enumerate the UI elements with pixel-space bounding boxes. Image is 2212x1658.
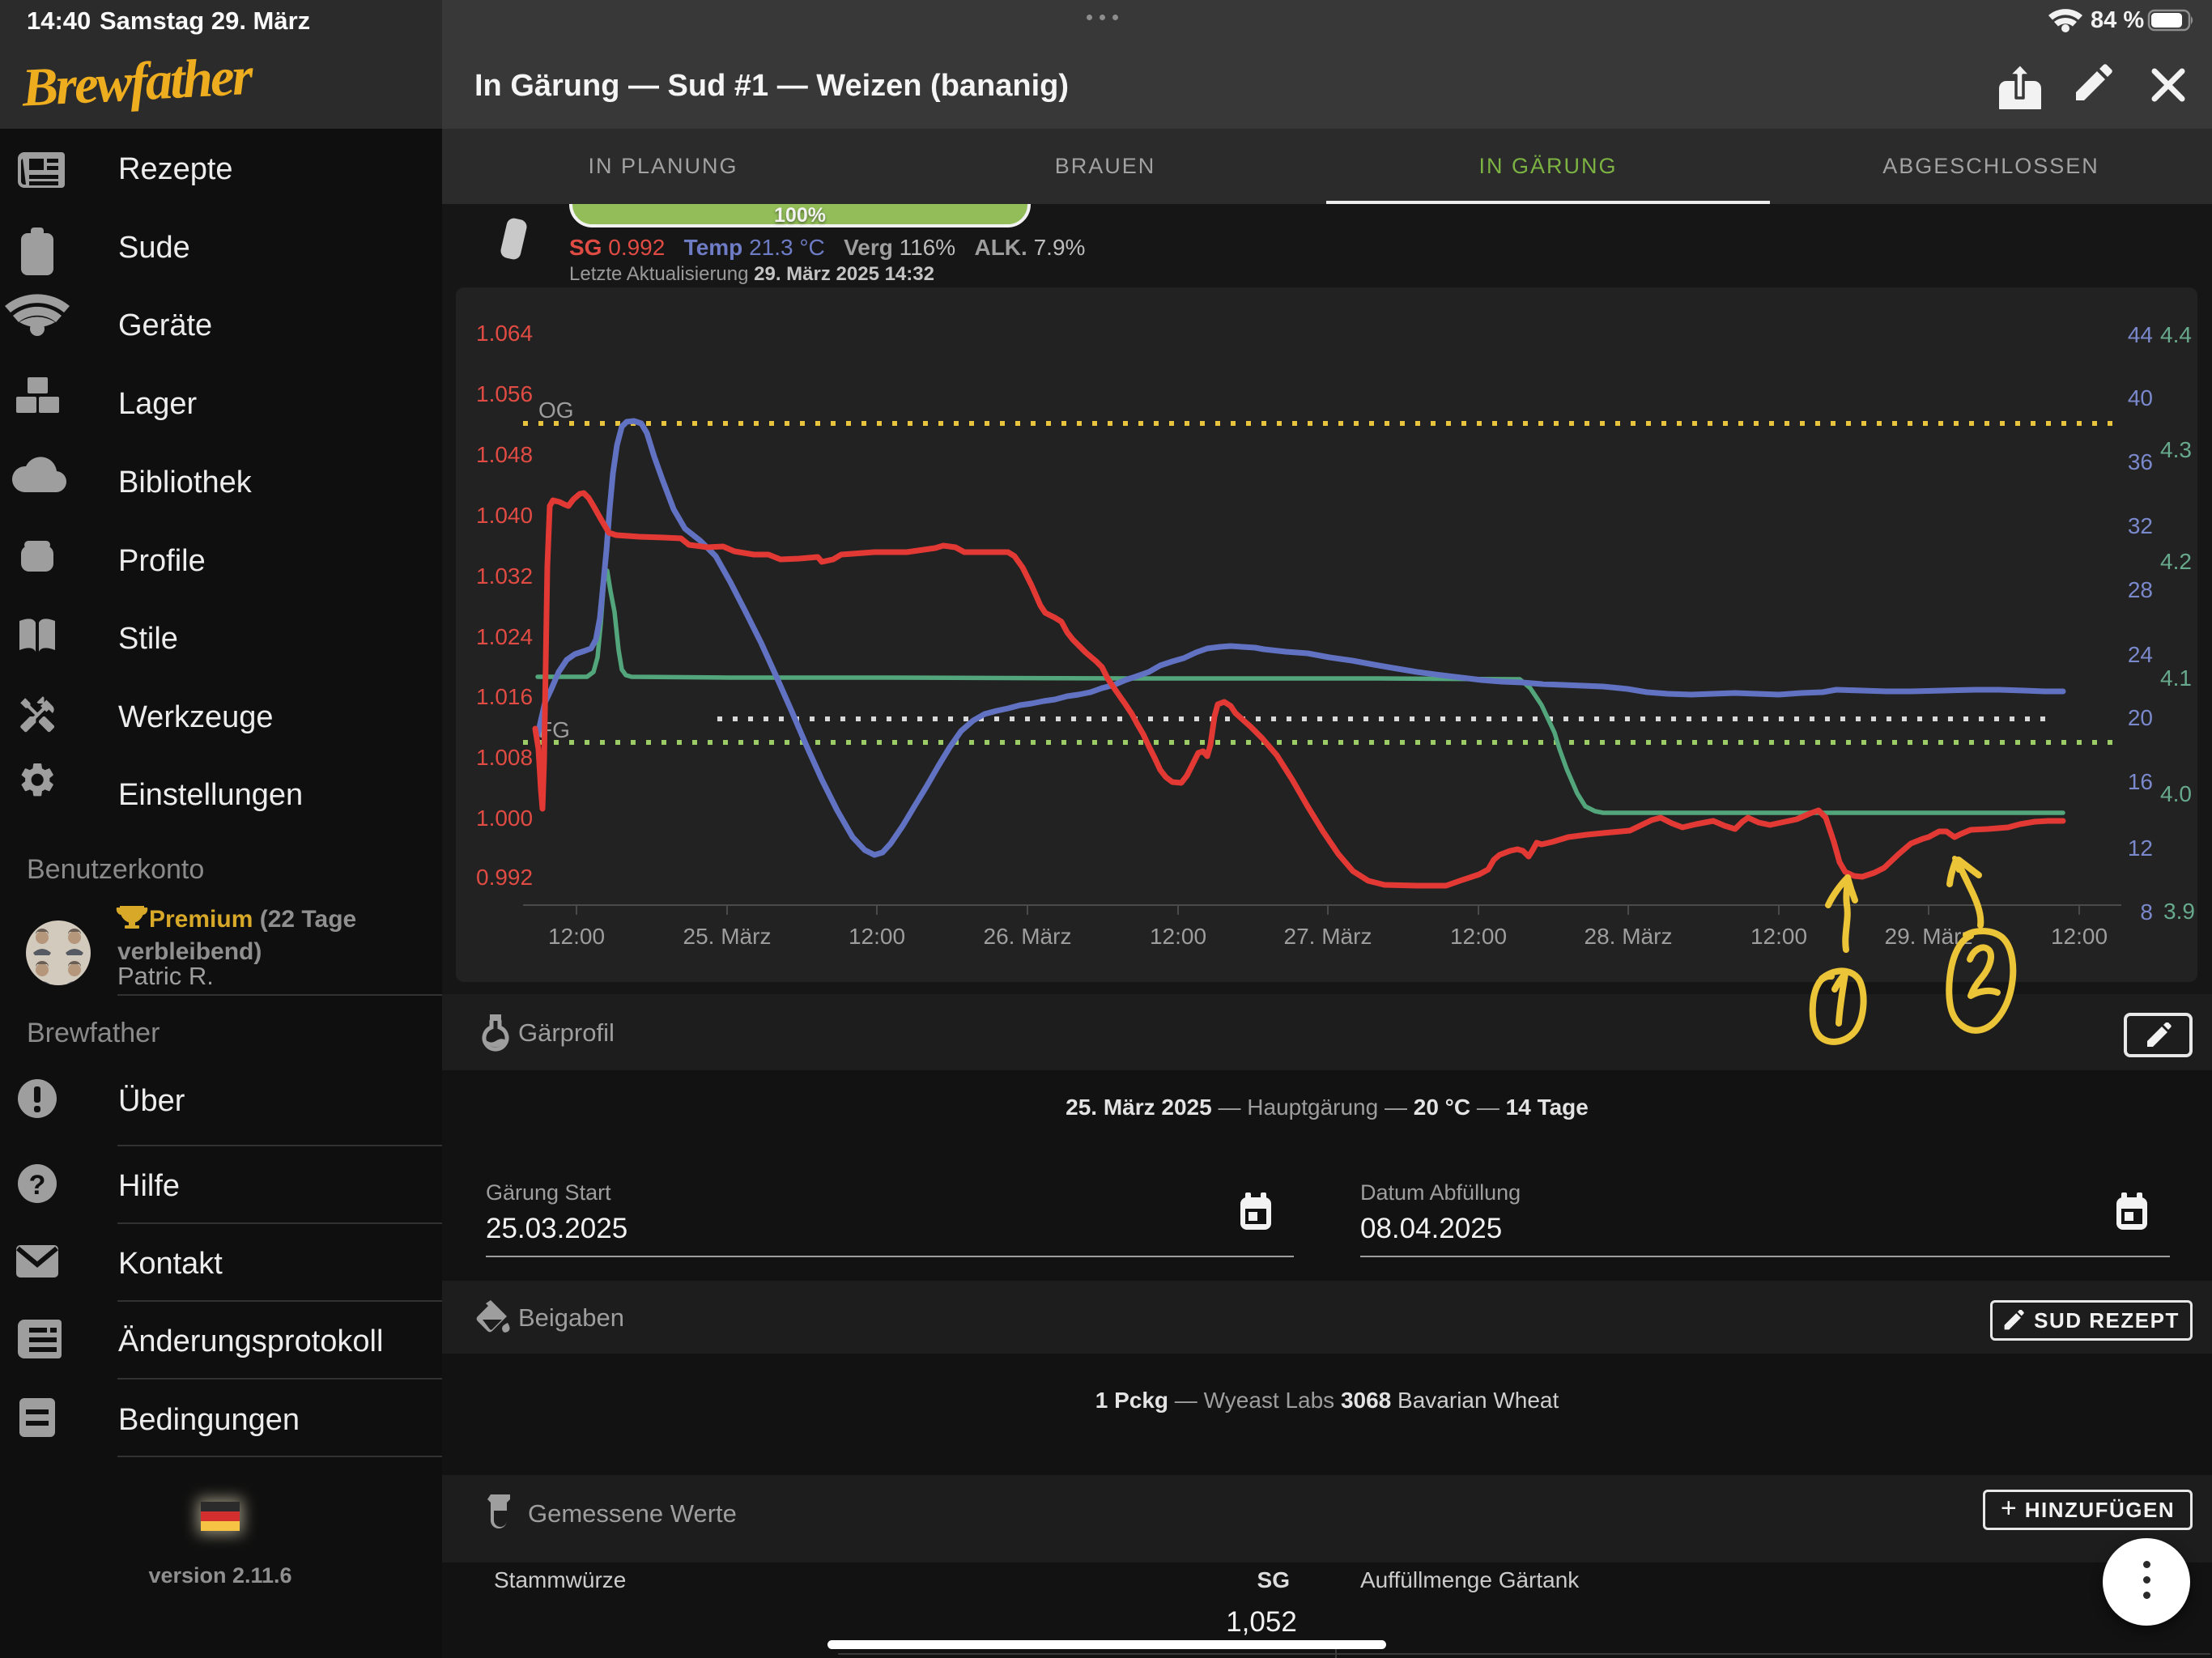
svg-text:40: 40 [2128, 385, 2153, 410]
svg-text:Rezepte: Rezepte [118, 152, 233, 186]
svg-text:12:00: 12:00 [548, 924, 605, 949]
svg-text:24: 24 [2128, 642, 2153, 667]
svg-text:0.992: 0.992 [476, 865, 533, 890]
svg-text:20: 20 [2128, 705, 2153, 730]
svg-text:Über: Über [118, 1084, 185, 1118]
svg-text:Bedingungen: Bedingungen [118, 1403, 300, 1437]
svg-text:Hilfe: Hilfe [118, 1169, 180, 1203]
svg-text:Benutzerkonto: Benutzerkonto [27, 854, 204, 885]
svg-text:1.056: 1.056 [476, 381, 533, 406]
svg-text:Profile: Profile [118, 544, 206, 578]
svg-text:verbleibend): verbleibend) [117, 938, 262, 965]
svg-text:1.048: 1.048 [476, 442, 533, 467]
svg-text:4.0: 4.0 [2160, 781, 2192, 806]
svg-text:version 2.11.6: version 2.11.6 [148, 1563, 291, 1588]
svg-text:4.2: 4.2 [2160, 549, 2192, 574]
svg-text:8: 8 [2140, 899, 2153, 925]
svg-text:27. März: 27. März [1284, 924, 1372, 949]
svg-text:Einstellungen: Einstellungen [118, 778, 303, 812]
svg-text:36: 36 [2128, 449, 2153, 474]
svg-text:26. März: 26. März [984, 924, 1072, 949]
svg-text:Patric R.: Patric R. [117, 962, 214, 990]
svg-text:4.3: 4.3 [2160, 437, 2192, 462]
svg-text:1.024: 1.024 [476, 624, 533, 649]
svg-text:Änderungsprotokoll: Änderungsprotokoll [118, 1324, 383, 1358]
svg-text:32: 32 [2128, 513, 2153, 538]
svg-text:1.000: 1.000 [476, 806, 533, 831]
svg-text:84 %: 84 % [2091, 7, 2144, 33]
svg-text:Bibliothek: Bibliothek [118, 466, 253, 500]
svg-text:Brewfather: Brewfather [27, 1018, 160, 1048]
svg-text:25. März: 25. März [683, 924, 772, 949]
svg-text:1.016: 1.016 [476, 684, 533, 709]
svg-text:12:00: 12:00 [2051, 924, 2108, 949]
svg-text:12:00: 12:00 [849, 924, 905, 949]
svg-text:1.064: 1.064 [476, 321, 533, 346]
svg-text:4.1: 4.1 [2160, 665, 2192, 691]
svg-text:28. März: 28. März [1585, 924, 1673, 949]
svg-text:Werkzeuge: Werkzeuge [118, 700, 274, 734]
svg-text:1.040: 1.040 [476, 503, 533, 528]
svg-text:28: 28 [2128, 577, 2153, 602]
svg-text:Lager: Lager [118, 387, 198, 421]
svg-text:44: 44 [2128, 322, 2153, 347]
svg-text:Kontakt: Kontakt [118, 1247, 223, 1281]
svg-text:Sude: Sude [118, 231, 190, 265]
svg-text:16: 16 [2128, 769, 2153, 794]
svg-text:1.008: 1.008 [476, 745, 533, 770]
svg-text:3.9: 3.9 [2163, 899, 2195, 924]
svg-text:12: 12 [2128, 835, 2153, 861]
svg-text:Geräte: Geräte [118, 308, 212, 342]
svg-text:?: ? [29, 1170, 46, 1201]
svg-text:OG: OG [538, 397, 574, 423]
svg-text:12:00: 12:00 [1150, 924, 1206, 949]
svg-text:Stile: Stile [118, 622, 178, 656]
svg-text:4.4: 4.4 [2160, 322, 2192, 347]
svg-text:Premium (22 Tage: Premium (22 Tage [149, 906, 356, 933]
svg-text:12:00: 12:00 [1750, 924, 1807, 949]
svg-text:1.032: 1.032 [476, 563, 533, 589]
svg-text:12:00: 12:00 [1450, 924, 1507, 949]
